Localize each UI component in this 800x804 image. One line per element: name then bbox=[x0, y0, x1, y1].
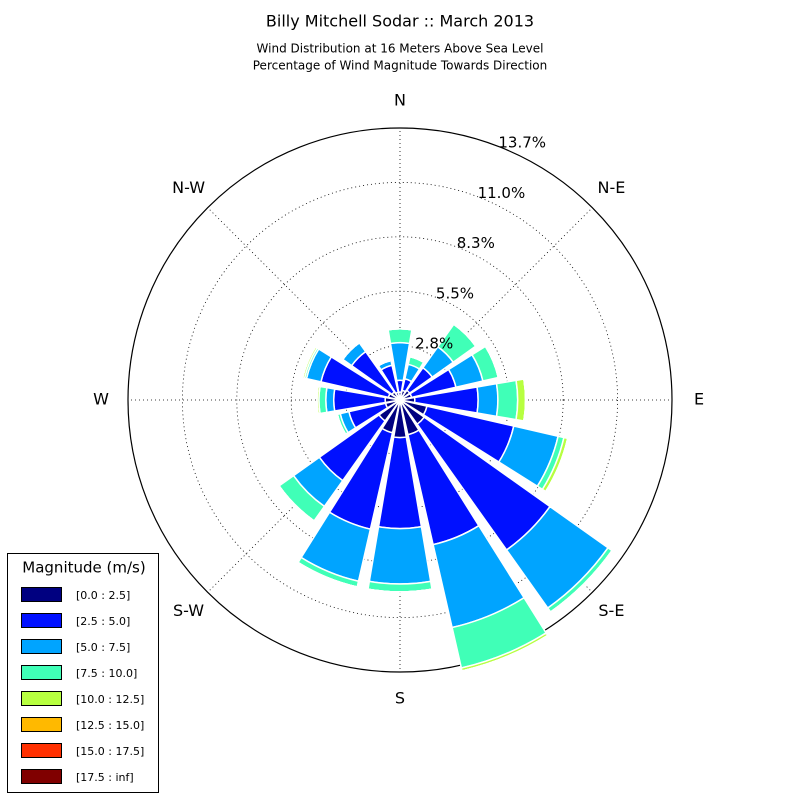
direction-label: N-E bbox=[597, 178, 625, 197]
outer-ring bbox=[127, 127, 673, 673]
chart-subtitle: Percentage of Wind Magnitude Towards Dir… bbox=[253, 59, 547, 73]
grid-ring bbox=[290, 290, 510, 510]
legend-swatch bbox=[21, 769, 62, 784]
r-tick-label: 2.8% bbox=[415, 335, 453, 353]
legend: Magnitude (m/s) [0.0 : 2.5] [2.5 : 5.0] [5.… bbox=[7, 553, 159, 793]
grid-ring bbox=[181, 181, 619, 619]
chart-title: Billy Mitchell Sodar :: March 2013 bbox=[266, 12, 534, 31]
wedge-segment bbox=[325, 386, 336, 414]
legend-swatch bbox=[21, 665, 62, 680]
wedge-segment bbox=[550, 550, 613, 613]
spoke bbox=[207, 207, 401, 401]
r-tick-label: 11.0% bbox=[478, 184, 526, 202]
direction-label: S bbox=[395, 689, 405, 708]
r-tick-label: 13.7% bbox=[498, 134, 546, 152]
legend-label: [5.0 : 7.5] bbox=[76, 641, 130, 654]
wedge-segment bbox=[368, 525, 432, 585]
direction-label: S-W bbox=[173, 601, 204, 620]
r-tick-label: 5.5% bbox=[436, 284, 474, 302]
chart-subtitle: Wind Distribution at 16 Meters Above Sea… bbox=[257, 42, 544, 56]
legend-swatch bbox=[21, 639, 62, 654]
direction-label: W bbox=[93, 390, 109, 409]
legend-swatch bbox=[21, 743, 62, 758]
direction-label: N bbox=[394, 91, 406, 110]
legend-label: [10.0 : 12.5] bbox=[76, 693, 144, 706]
wedge-segment bbox=[476, 382, 499, 418]
direction-label: E bbox=[694, 390, 704, 409]
legend-label: [7.5 : 10.0] bbox=[76, 667, 137, 680]
wedge-segment bbox=[387, 328, 413, 345]
legend-title: Magnitude (m/s) bbox=[22, 559, 145, 577]
wedge-segment bbox=[387, 328, 413, 331]
wedge-segment bbox=[495, 379, 519, 421]
wedge-segment bbox=[367, 588, 433, 593]
legend-label: [17.5 : inf] bbox=[76, 771, 134, 784]
legend-swatch bbox=[21, 613, 62, 628]
wedge-segment bbox=[461, 634, 549, 672]
r-tick-label: 8.3% bbox=[457, 234, 495, 252]
legend-label: [12.5 : 15.0] bbox=[76, 719, 144, 732]
direction-label: S-E bbox=[598, 601, 624, 620]
direction-label: N-W bbox=[172, 178, 205, 197]
legend-swatch bbox=[21, 587, 62, 602]
wedge-segment bbox=[409, 355, 425, 363]
legend-swatch bbox=[21, 691, 62, 706]
legend-swatch bbox=[21, 717, 62, 732]
legend-label: [2.5 : 5.0] bbox=[76, 615, 130, 628]
legend-label: [15.0 : 17.5] bbox=[76, 745, 144, 758]
legend-label: [0.0 : 2.5] bbox=[76, 589, 130, 602]
wedge-segment bbox=[336, 414, 347, 435]
spoke bbox=[399, 207, 593, 401]
